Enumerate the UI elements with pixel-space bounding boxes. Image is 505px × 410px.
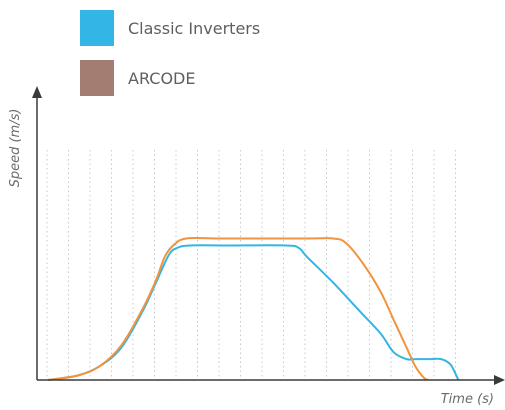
y-axis-arrow	[32, 86, 42, 98]
y-axis-label: Speed (m/s)	[8, 109, 23, 188]
x-axis-arrow	[494, 375, 505, 385]
x-axis-label: Time (s)	[441, 392, 494, 407]
legend-item-classic-inverters: Classic Inverters	[80, 10, 260, 46]
legend-label-classic-inverters: Classic Inverters	[128, 18, 261, 38]
series-line-arcode	[47, 236, 429, 381]
legend-item-arcode: ARCODE	[80, 60, 195, 96]
legend-swatch-classic-inverters	[80, 10, 114, 46]
legend-swatch-arcode	[80, 60, 114, 96]
series-line-classic-inverters	[47, 244, 460, 381]
series-layer	[47, 236, 460, 381]
legend-label-arcode: ARCODE	[128, 68, 196, 88]
vertical-gridlines	[46, 150, 456, 380]
